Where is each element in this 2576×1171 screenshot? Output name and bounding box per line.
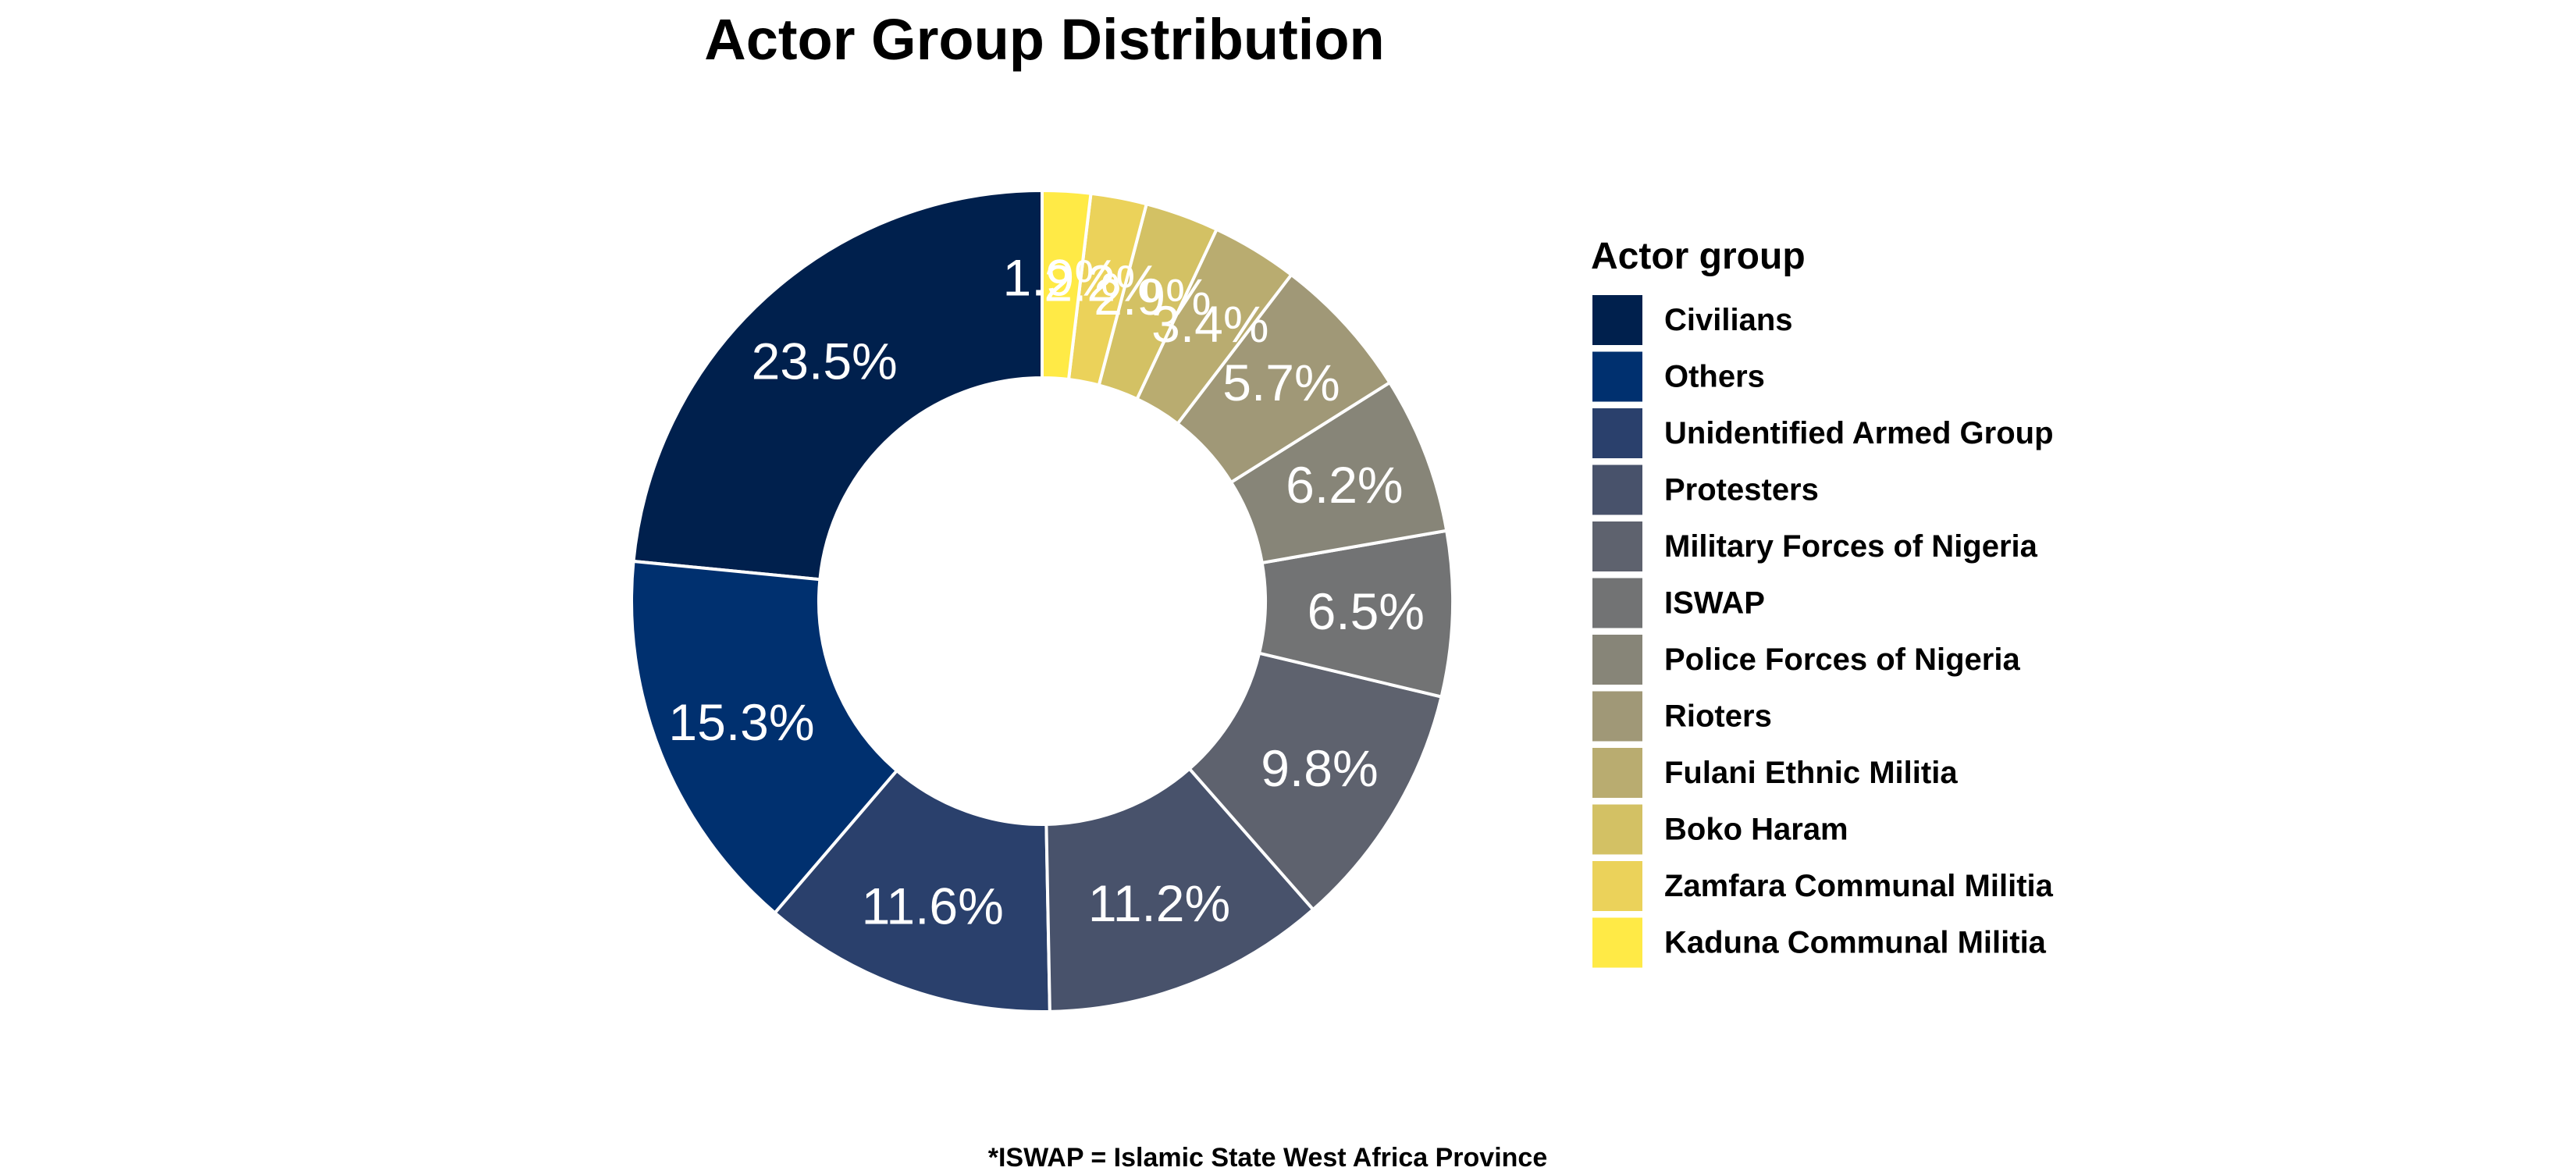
slice-label: 23.5% [752,333,898,390]
legend-swatch [1592,804,1642,855]
slice-label: 15.3% [668,693,814,751]
slice-boko-haram [1097,201,1219,401]
legend-swatch [1592,464,1642,515]
slice-military-forces-of-nigeria [1187,651,1443,912]
legend-label: Police Forces of Nigeria [1664,642,2020,677]
legend-swatch [1592,408,1642,458]
legend-label: Unidentified Armed Group [1664,416,2054,450]
slice-label: 1.9% [1002,249,1119,307]
slice-civilians [632,188,1044,582]
legend-swatch [1592,917,1642,968]
caption: *ISWAP = Islamic State West Africa Provi… [988,1143,1548,1171]
slice-iswap [1257,529,1454,699]
legend-label: ISWAP [1664,586,1765,621]
slice-label: 3.4% [1151,295,1268,353]
legend-swatch [1592,691,1642,742]
legend-title: Actor group [1591,236,1806,277]
slice-label: 9.8% [1261,739,1378,797]
slice-protesters [1044,766,1316,1013]
slice-unidentified-armed-group [772,768,1051,1013]
slice-labels: 23.5% 15.3% 11.6% 11.2% 9.8% 6.5% 6.2% 5.7%3.4%… [668,249,1425,935]
donut-slices [630,188,1454,1013]
slice-police-forces-of-nigeria [1229,380,1449,565]
legend-label: Military Forces of Nigeria [1664,529,2038,564]
legend-label: Civilians [1664,303,1793,337]
legend-label: Zamfara Communal Militia [1664,869,2054,903]
legend-swatch [1592,521,1642,571]
legend-swatch [1592,578,1642,628]
slice-label: 2.2% [1044,254,1161,311]
legend-swatch [1592,295,1642,345]
legend: Actor group Civilians Others Unidentified … [1591,236,2054,968]
legend-label: Kaduna Communal Militia [1664,926,2047,960]
slice-fulani-ethnic-militia [1134,227,1294,426]
slice-kaduna-communal-militia [1041,188,1093,382]
legend-swatch [1592,351,1642,402]
slice-label: 6.5% [1308,582,1425,640]
legend-label: Rioters [1664,699,1772,734]
chart-title: Actor Group Distribution [704,7,1385,72]
slice-zamfara-communal-militia [1066,191,1149,387]
legend-swatch [1592,748,1642,798]
slice-label: 2.9% [1094,268,1211,326]
legend-label: Fulani Ethnic Militia [1664,756,1958,790]
slice-others [630,559,899,916]
slice-label: 11.2% [1088,874,1230,932]
slice-label: 5.7% [1222,354,1340,411]
legend-swatch [1592,861,1642,911]
slice-rioters [1175,272,1393,485]
slice-label: 11.6% [862,877,1004,935]
legend-label: Boko Haram [1664,813,1848,847]
legend-swatch [1592,635,1642,685]
legend-label: Others [1664,360,1765,394]
slice-label: 6.2% [1286,456,1403,514]
legend-label: Protesters [1664,473,1819,507]
